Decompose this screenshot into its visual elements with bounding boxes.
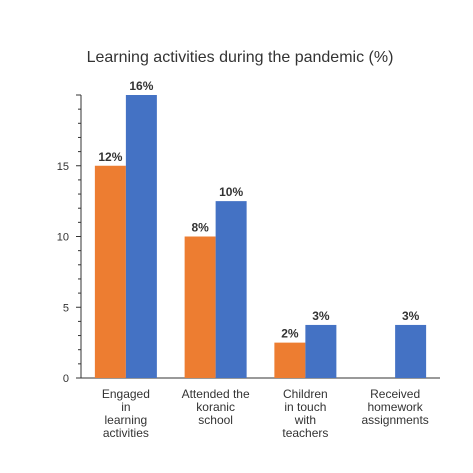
bar [125, 95, 157, 378]
category-label: Children [283, 387, 328, 401]
category-label: koranic [196, 400, 235, 414]
y-tick-label: 10 [57, 232, 69, 244]
category-label: in touch [284, 400, 326, 414]
bar [215, 201, 247, 378]
category-label: Attended the [182, 387, 250, 401]
data-label: 12% [98, 150, 122, 164]
category-label: with [294, 413, 316, 427]
bar [274, 342, 306, 378]
y-tick-label: 0 [63, 373, 69, 385]
category-label: assignments [361, 413, 428, 427]
data-labels: 12% 16% 8% 10% 2% 3% 3% [98, 79, 419, 341]
data-label: 10% [219, 185, 243, 199]
data-label: 3% [312, 309, 330, 323]
category-label: Received [370, 387, 420, 401]
chart-title: Learning activities during the pandemic … [87, 49, 394, 66]
category-label: learning [105, 413, 148, 427]
category-label: homework [367, 400, 423, 414]
category-label: Engaged [102, 387, 150, 401]
y-tick-label: 5 [63, 302, 69, 314]
data-label: 2% [281, 327, 299, 341]
data-label: 8% [191, 221, 209, 235]
y-tick-label: 15 [57, 161, 69, 173]
bar [184, 236, 216, 378]
category-label: teachers [282, 426, 328, 440]
data-label: 3% [402, 309, 420, 323]
bar [94, 165, 126, 378]
category-label: in [121, 400, 130, 414]
bar [395, 324, 427, 378]
bar [305, 324, 337, 378]
data-label: 16% [129, 79, 153, 93]
category-label: activities [103, 426, 149, 440]
bars [94, 95, 427, 378]
category-label: school [198, 413, 233, 427]
